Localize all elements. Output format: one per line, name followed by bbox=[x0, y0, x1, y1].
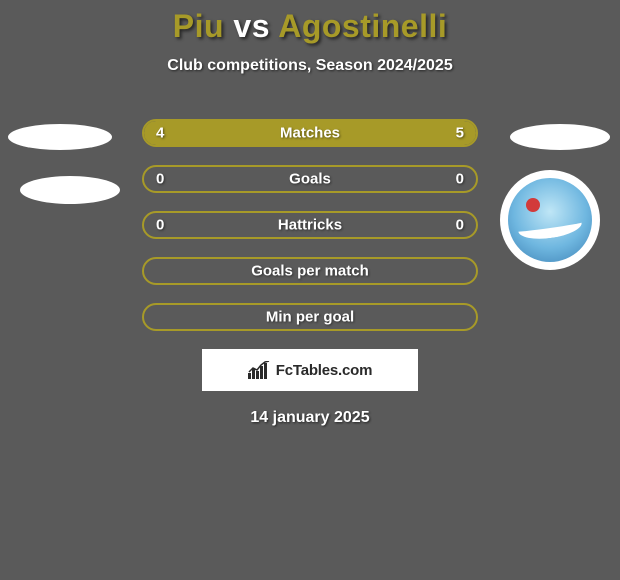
subtitle: Club competitions, Season 2024/2025 bbox=[0, 57, 620, 75]
crest-swoosh bbox=[517, 212, 583, 243]
stat-row: Goals per match bbox=[142, 257, 478, 285]
watermark-text: FcTables.com bbox=[276, 362, 373, 379]
player1-name: Piu bbox=[173, 8, 224, 44]
left-club-crest-2 bbox=[20, 176, 120, 204]
left-club-crest-1 bbox=[8, 124, 112, 150]
bars-icon bbox=[248, 361, 270, 379]
player2-name: Agostinelli bbox=[278, 8, 447, 44]
stat-row: 00Goals bbox=[142, 165, 478, 193]
snapshot-date: 14 january 2025 bbox=[0, 409, 620, 427]
crest-accent-dot bbox=[526, 198, 540, 212]
crest-emblem bbox=[508, 178, 592, 262]
stat-row: Min per goal bbox=[142, 303, 478, 331]
stat-label: Min per goal bbox=[144, 309, 476, 326]
vs-separator: vs bbox=[233, 8, 270, 44]
stat-label: Hattricks bbox=[144, 217, 476, 234]
stat-label: Goals bbox=[144, 171, 476, 188]
right-club-crest-2 bbox=[500, 170, 600, 270]
stat-label: Matches bbox=[144, 125, 476, 142]
watermark-card: FcTables.com bbox=[202, 349, 418, 391]
right-club-crest-1 bbox=[510, 124, 610, 150]
stat-row: 45Matches bbox=[142, 119, 478, 147]
stat-row: 00Hattricks bbox=[142, 211, 478, 239]
stat-label: Goals per match bbox=[144, 263, 476, 280]
page-title: Piu vs Agostinelli bbox=[0, 0, 620, 45]
